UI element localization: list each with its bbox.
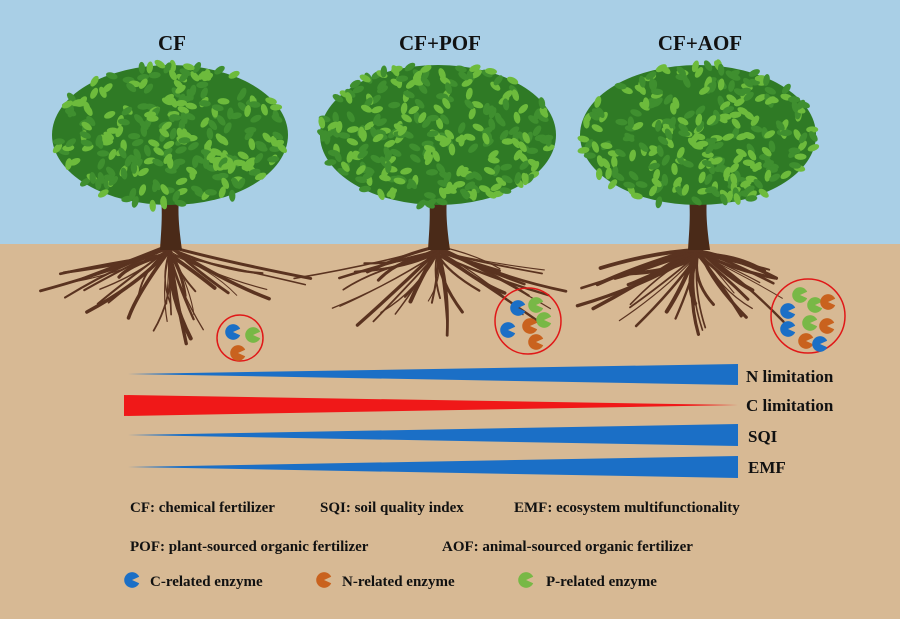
abbr-emf: EMF: ecosystem multifunctionality [514, 500, 740, 516]
c-limitation-wedge [124, 395, 738, 416]
emf-wedge [128, 456, 738, 478]
roots [39, 243, 313, 346]
trend-label-emf: EMF [748, 458, 786, 477]
enzyme-cluster [216, 314, 264, 362]
trend-label-c-limitation: C limitation [746, 396, 834, 415]
highlight-circle [494, 287, 562, 355]
legend-n-enzyme: N-related enzyme [342, 574, 455, 590]
roots [575, 243, 785, 336]
canopy [52, 59, 288, 212]
treatment-label-cf-pof: CF+POF [399, 31, 481, 55]
enzyme-cluster [770, 278, 846, 354]
highlight-circle [216, 314, 264, 362]
treatment-label-cf: CF [158, 31, 186, 55]
legend-p-enzyme: P-related enzyme [546, 574, 657, 590]
canopy [317, 62, 556, 210]
enzyme-cluster [494, 287, 562, 355]
abbr-cf: CF: chemical fertilizer [130, 500, 275, 516]
trend-label-sqi: SQI [748, 427, 778, 446]
roots [293, 244, 568, 337]
highlight-circle [770, 278, 846, 354]
abbr-sqi: SQI: soil quality index [320, 500, 464, 516]
n-limitation-wedge [128, 364, 738, 385]
abbr-aof: AOF: animal-sourced organic fertilizer [442, 539, 693, 555]
tree [39, 59, 313, 346]
abbr-pof: POF: plant-sourced organic fertilizer [130, 539, 369, 555]
treatment-label-cf-aof: CF+AOF [658, 31, 742, 55]
trend-label-n-limitation: N limitation [746, 367, 834, 386]
canopy [577, 59, 820, 209]
legend-c-enzyme: C-related enzyme [150, 574, 263, 590]
sqi-wedge [128, 424, 738, 446]
tree [293, 62, 568, 337]
tree [575, 59, 820, 336]
